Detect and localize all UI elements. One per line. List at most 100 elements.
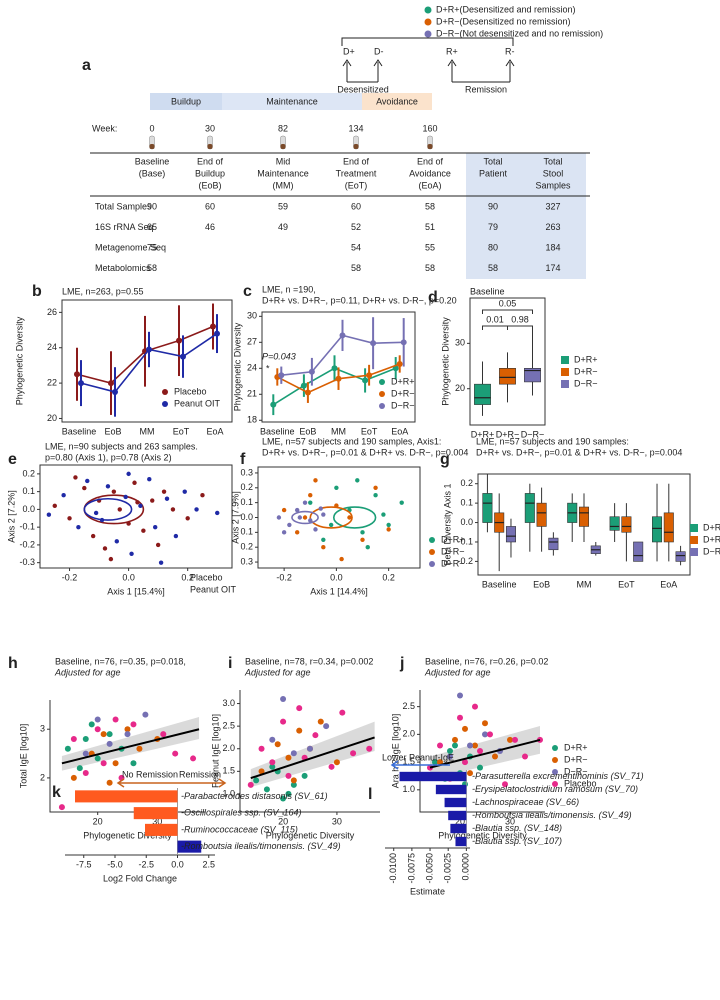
panel-title: LME, n=90 subjects and 263 samples. <box>45 441 198 451</box>
legend-dot <box>552 781 558 787</box>
legend-text: D+R+ <box>391 376 415 386</box>
confidence-band <box>250 721 375 788</box>
cell: 58 <box>425 263 435 273</box>
panel-title: LME, n =190, <box>262 284 316 294</box>
panel-title: D+R+ vs. D+R−, p=0.01 & D+R+ vs. D-R−, p… <box>476 447 682 457</box>
point <box>78 380 84 387</box>
legend-dot <box>429 561 435 567</box>
point <box>321 545 326 550</box>
point <box>214 330 220 337</box>
column-header: Mid <box>276 156 291 166</box>
legend-swatch <box>561 356 569 364</box>
point <box>100 731 107 738</box>
box <box>609 516 620 531</box>
outcome: D- <box>374 46 384 56</box>
week: 0 <box>149 123 154 133</box>
x-tick-label: MM <box>577 579 592 589</box>
point <box>106 740 113 747</box>
panel-label: f <box>240 451 246 468</box>
point <box>58 804 65 811</box>
panel-title: D+R+ vs. D+R−, p=0.11, D+R+ vs. D-R−, p=… <box>262 295 457 305</box>
y-tick-label: 0.2 <box>22 468 35 478</box>
column-header: Buildup <box>195 168 225 178</box>
cell: 59 <box>278 201 288 211</box>
point <box>130 760 137 767</box>
point <box>200 492 205 498</box>
point <box>512 736 518 743</box>
point <box>136 745 143 752</box>
x-axis-label: Phylogenetic Diversity <box>83 830 172 840</box>
panel-title: Baseline <box>470 286 505 296</box>
column-header: (EoA) <box>418 180 441 190</box>
bar <box>435 784 467 795</box>
point <box>194 507 199 512</box>
comparison-p: 0.01 <box>486 314 504 324</box>
point <box>437 759 443 766</box>
x-tick-label: Baseline <box>260 426 295 436</box>
point <box>61 492 66 498</box>
y-tick-label: 1.5 <box>402 756 415 766</box>
y-axis-label: Total IgE [log10] <box>18 724 28 789</box>
point <box>462 759 468 766</box>
box <box>524 493 535 523</box>
tube-sample <box>353 144 359 149</box>
point <box>158 560 164 565</box>
x-tick-label: 0.2 <box>181 572 194 582</box>
legend-dot <box>379 403 385 409</box>
x-tick-label: -0.2 <box>62 572 78 582</box>
legend-text: D+R− <box>564 754 588 764</box>
point <box>386 522 391 528</box>
column-header: (MM) <box>273 180 294 190</box>
y-tick-label: 0.2 <box>240 482 253 492</box>
legend-text: D+R+ <box>564 742 588 752</box>
point <box>112 716 119 723</box>
point <box>108 380 114 387</box>
point <box>447 753 453 760</box>
panel-title: LME, n=57 subjects and 190 samples: <box>476 436 629 446</box>
panel-label: g <box>440 451 450 468</box>
x-tick-label: 20 <box>455 816 465 826</box>
point <box>141 528 146 533</box>
point <box>472 703 478 710</box>
panel-title: Baseline, n=78, r=0.34, p=0.002 <box>245 656 373 666</box>
point <box>355 478 360 483</box>
comparison-bracket <box>482 309 533 314</box>
x-tick-label: EoA <box>391 426 408 436</box>
point <box>290 777 297 784</box>
outcome: D+ <box>343 46 355 56</box>
point <box>210 323 216 330</box>
phase-label: Avoidance <box>376 96 418 106</box>
x-axis-label: Estimate <box>410 886 445 896</box>
legend-text: D+R+(Desensitized and remission) <box>436 4 576 14</box>
y-tick-label: 30 <box>247 311 257 321</box>
point <box>106 779 113 786</box>
x-tick-label: 30 <box>505 816 515 826</box>
cell: 60 <box>205 201 215 211</box>
legend-dot <box>424 18 432 26</box>
cell: 58 <box>147 263 157 273</box>
panel-title: Baseline, n=76, r=0.26, p=0.02 <box>425 656 548 666</box>
point <box>308 368 315 375</box>
y-tick-label: 0.2 <box>240 542 253 552</box>
point <box>94 726 101 733</box>
point <box>280 718 287 725</box>
point <box>150 498 155 503</box>
point <box>302 500 308 505</box>
panel-label: e <box>8 451 17 468</box>
y-tick-label: 0.2 <box>460 478 473 488</box>
point <box>321 512 326 517</box>
tube-sample <box>207 144 213 149</box>
box <box>663 512 674 543</box>
confidence-ellipse <box>291 510 319 525</box>
y-tick-label: 3 <box>40 724 45 734</box>
point <box>280 696 287 703</box>
box <box>621 516 632 533</box>
comparison-bracket <box>507 325 533 330</box>
x-tick-label: -0.0025 <box>443 853 453 884</box>
y-tick-label: 1.0 <box>222 788 235 798</box>
point <box>294 507 300 513</box>
y-axis-label: Peanut IgE [log10] <box>210 714 220 788</box>
y-tick-label: 0.3 <box>240 467 253 477</box>
bar-label: -Parabacteroides distasonis (SV_61) <box>181 791 328 801</box>
